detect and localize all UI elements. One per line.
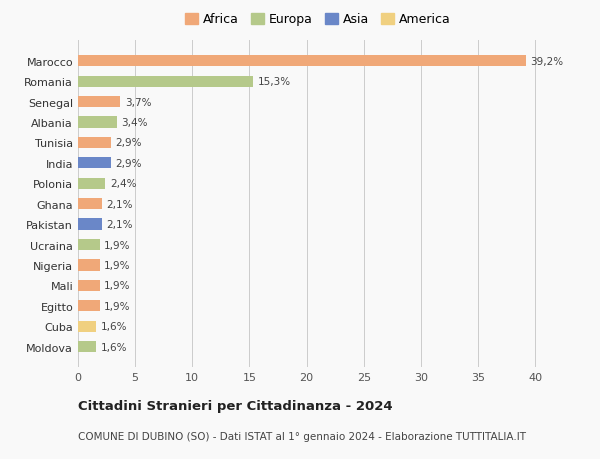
Text: 1,9%: 1,9% <box>104 260 131 270</box>
Text: 1,6%: 1,6% <box>101 321 127 331</box>
Text: 2,1%: 2,1% <box>107 199 133 209</box>
Bar <box>78 56 526 67</box>
Bar <box>78 240 100 251</box>
Bar <box>78 341 96 353</box>
Bar <box>78 97 120 108</box>
Text: 2,9%: 2,9% <box>116 158 142 168</box>
Bar <box>78 117 117 129</box>
Text: 2,9%: 2,9% <box>116 138 142 148</box>
Text: 1,6%: 1,6% <box>101 342 127 352</box>
Bar <box>78 260 100 271</box>
Text: 2,4%: 2,4% <box>110 179 137 189</box>
Bar <box>78 138 111 149</box>
Text: COMUNE DI DUBINO (SO) - Dati ISTAT al 1° gennaio 2024 - Elaborazione TUTTITALIA.: COMUNE DI DUBINO (SO) - Dati ISTAT al 1°… <box>78 431 526 442</box>
Text: 39,2%: 39,2% <box>530 57 563 67</box>
Legend: Africa, Europa, Asia, America: Africa, Europa, Asia, America <box>181 8 455 31</box>
Bar <box>78 199 102 210</box>
Bar <box>78 178 106 190</box>
Text: 1,9%: 1,9% <box>104 240 131 250</box>
Text: Cittadini Stranieri per Cittadinanza - 2024: Cittadini Stranieri per Cittadinanza - 2… <box>78 399 392 412</box>
Text: 2,1%: 2,1% <box>107 219 133 230</box>
Bar <box>78 280 100 291</box>
Text: 1,9%: 1,9% <box>104 301 131 311</box>
Bar <box>78 321 96 332</box>
Text: 3,4%: 3,4% <box>121 118 148 128</box>
Text: 15,3%: 15,3% <box>257 77 290 87</box>
Bar <box>78 158 111 169</box>
Bar <box>78 77 253 88</box>
Bar <box>78 301 100 312</box>
Bar <box>78 219 102 230</box>
Text: 1,9%: 1,9% <box>104 281 131 291</box>
Text: 3,7%: 3,7% <box>125 97 151 107</box>
